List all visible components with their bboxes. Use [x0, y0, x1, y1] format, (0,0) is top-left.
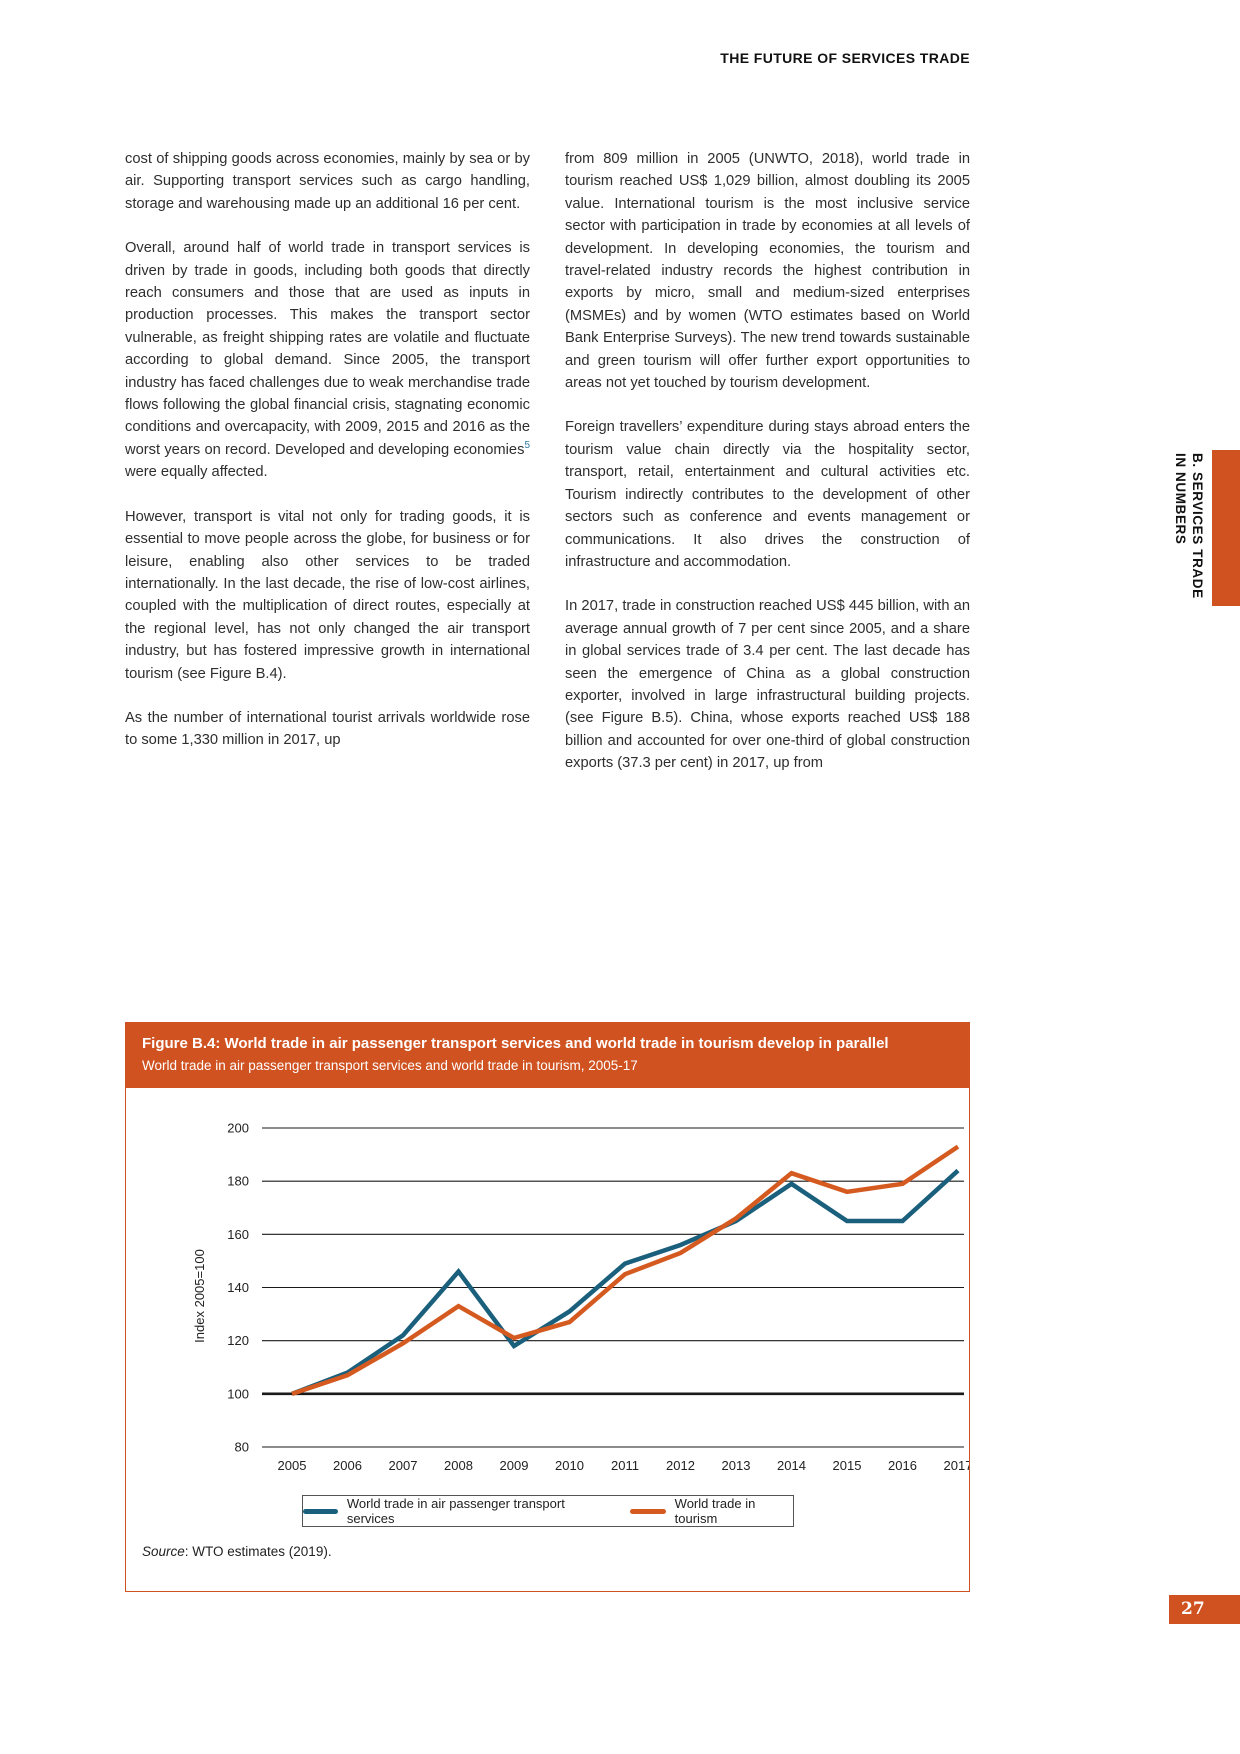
paragraph-text: were equally affected. — [125, 464, 268, 481]
legend-item-tourism: World trade in tourism — [630, 1496, 792, 1526]
source-text: : WTO estimates (2019). — [184, 1544, 332, 1559]
right-column: from 809 million in 2005 (UNWTO, 2018), … — [565, 148, 970, 797]
paragraph: In 2017, trade in construction reached U… — [565, 598, 970, 772]
paragraph: Overall, around half of world trade in t… — [125, 237, 530, 483]
svg-text:2015: 2015 — [833, 1458, 862, 1473]
svg-text:2013: 2013 — [722, 1458, 751, 1473]
svg-text:2014: 2014 — [777, 1458, 806, 1473]
section-tab-line1: B. SERVICES TRADE — [1190, 453, 1205, 599]
svg-text:140: 140 — [227, 1280, 249, 1295]
line-chart: 200 180 160 140 120 100 80 2005 2006 2007 2008 2009… — [126, 1088, 972, 1483]
source-label: Source — [142, 1544, 185, 1559]
svg-text:200: 200 — [227, 1121, 249, 1136]
svg-text:2010: 2010 — [555, 1458, 584, 1473]
figure-title: Figure B.4: World trade in air passenger… — [142, 1035, 889, 1052]
svg-text:180: 180 — [227, 1174, 249, 1189]
section-tab-bar — [1212, 450, 1240, 606]
svg-text:2006: 2006 — [333, 1458, 362, 1473]
svg-text:Index 2005=100: Index 2005=100 — [192, 1249, 207, 1343]
paragraph: cost of shipping goods across economies,… — [125, 151, 530, 212]
page-number: 27 — [1169, 1595, 1240, 1624]
legend-label: World trade in air passenger transport s… — [346, 1496, 565, 1526]
paragraph: from 809 million in 2005 (UNWTO, 2018), … — [565, 151, 970, 392]
legend-item-air-transport: World trade in air passenger transport s… — [302, 1496, 598, 1526]
svg-text:2008: 2008 — [444, 1458, 473, 1473]
svg-text:160: 160 — [227, 1227, 249, 1242]
figure-header: Figure B.4: World trade in air passenger… — [126, 1023, 969, 1088]
figure-b4: Figure B.4: World trade in air passenger… — [125, 1022, 972, 1592]
section-tab-label: B. SERVICES TRADE IN NUMBERS — [1172, 453, 1206, 599]
svg-text:80: 80 — [235, 1440, 249, 1455]
body-text: cost of shipping goods across economies,… — [125, 148, 970, 797]
paragraph: However, transport is vital not only for… — [125, 508, 530, 682]
svg-text:2017: 2017 — [944, 1458, 969, 1473]
section-tab-line2: IN NUMBERS — [1173, 453, 1188, 545]
chart-canvas: 200 180 160 140 120 100 80 2005 2006 2007 2008 2009… — [192, 1121, 972, 1474]
chart-legend: World trade in air passenger transport s… — [301, 1495, 794, 1527]
svg-text:2011: 2011 — [611, 1458, 639, 1473]
paragraph: Foreign travellers’ expenditure during s… — [565, 419, 970, 570]
legend-swatch-orange — [630, 1508, 666, 1514]
running-header: THE FUTURE OF SERVICES TRADE — [720, 50, 970, 66]
figure-subtitle: World trade in air passenger transport s… — [142, 1058, 638, 1073]
svg-text:2009: 2009 — [500, 1458, 529, 1473]
legend-label: World trade in tourism — [674, 1496, 756, 1526]
paragraph-text: Overall, around half of world trade in t… — [125, 240, 530, 458]
svg-text:100: 100 — [227, 1386, 249, 1401]
footnote-ref: 5 — [524, 439, 530, 451]
svg-text:120: 120 — [227, 1333, 249, 1348]
paragraph: As the number of international tourist a… — [125, 709, 530, 749]
svg-text:2012: 2012 — [666, 1458, 695, 1473]
left-column: cost of shipping goods across economies,… — [125, 148, 530, 797]
legend-swatch-teal — [302, 1508, 338, 1514]
svg-text:2005: 2005 — [278, 1458, 307, 1473]
svg-text:2016: 2016 — [888, 1458, 917, 1473]
svg-text:2007: 2007 — [389, 1458, 418, 1473]
figure-source: Source: WTO estimates (2019). — [142, 1544, 969, 1559]
